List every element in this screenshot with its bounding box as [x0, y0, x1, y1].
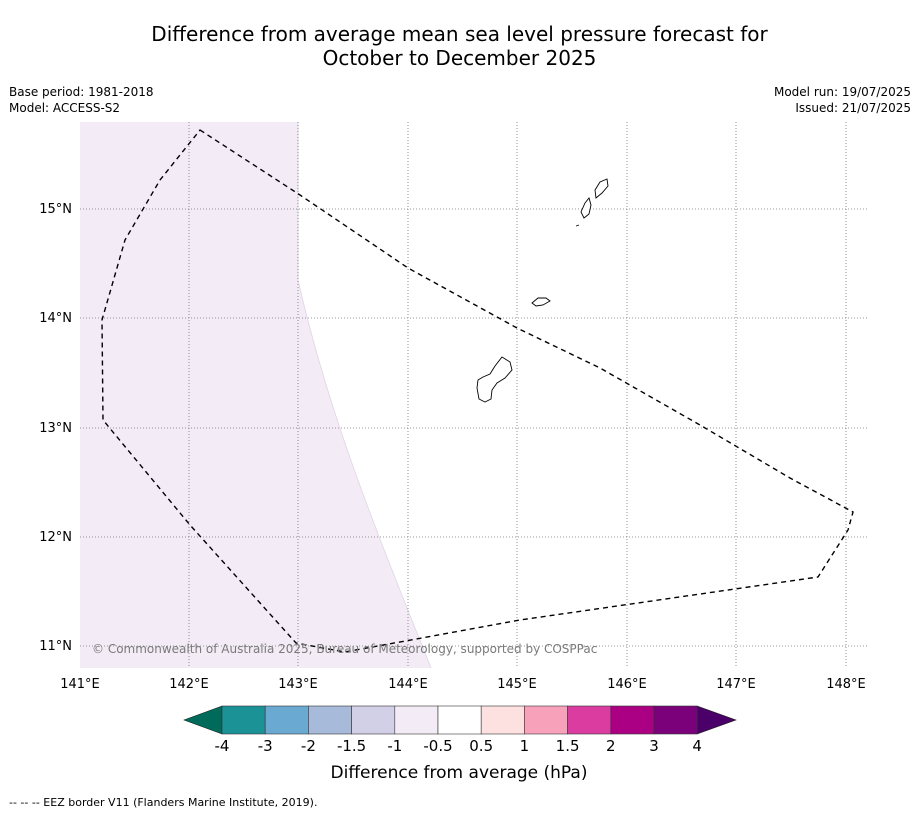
colorbar-under-triangle	[183, 705, 223, 735]
colorbar-label: Difference from average (hPa)	[331, 763, 588, 783]
colorbar-tick-label: 2	[606, 737, 616, 755]
colorbar-segment	[437, 705, 482, 735]
map-panel: © Commonwealth of Australia 2025, Bureau…	[80, 122, 868, 669]
colorbar-tick-label: -1	[387, 737, 402, 755]
island-guam	[476, 356, 513, 403]
island-aguijan	[575, 224, 580, 227]
colorbar-segment	[308, 705, 352, 735]
island-saipan	[594, 178, 609, 199]
shaded-region	[80, 122, 431, 668]
lat-label: 14°N	[39, 311, 72, 326]
colorbar-tick-label: 0.5	[469, 737, 493, 755]
eez-footnote: -- -- -- EEZ border V11 (Flanders Marine…	[9, 796, 318, 809]
eez-border	[101, 129, 854, 653]
colorbar-tick-labels: -4 -3 -2 -1.5 -1 -0.5 0.5 1 1.5 2 3 4	[215, 737, 702, 755]
colorbar-tick-label: 1	[520, 737, 530, 755]
meta-right: Model run: 19/07/2025 Issued: 21/07/2025	[774, 84, 911, 116]
gridlines	[80, 122, 868, 668]
lat-label: 12°N	[39, 530, 72, 545]
colorbar-tick-label: 4	[692, 737, 702, 755]
colorbar-tick-label: -2	[301, 737, 316, 755]
lon-label: 145°E	[497, 677, 537, 692]
base-period: Base period: 1981-2018	[9, 85, 154, 99]
title-line-2: October to December 2025	[322, 46, 597, 70]
lon-label: 141°E	[60, 677, 100, 692]
colorbar: -4 -3 -2 -1.5 -1 -0.5 0.5 1 1.5 2 3 4 Difference fr…	[183, 705, 737, 783]
colorbar-over-triangle	[696, 705, 737, 735]
colorbar-tick-label: 1.5	[556, 737, 580, 755]
colorbar-tick-label: -4	[215, 737, 230, 755]
issued-date: Issued: 21/07/2025	[795, 101, 911, 115]
colorbar-tick-label: -0.5	[423, 737, 452, 755]
model-run: Model run: 19/07/2025	[773, 85, 911, 99]
island-rota	[531, 297, 551, 307]
lon-label: 148°E	[826, 677, 866, 692]
map-title: Difference from average mean sea level p…	[0, 22, 919, 70]
colorbar-segment	[221, 705, 266, 735]
lat-label: 15°N	[39, 202, 72, 217]
colorbar-segment	[351, 705, 396, 735]
colorbar-tick-label: 3	[649, 737, 659, 755]
colorbar-segment	[394, 705, 439, 735]
meta-left: Base period: 1981-2018 Model: ACCESS-S2	[9, 84, 154, 116]
islands	[476, 178, 609, 403]
island-tinian	[580, 197, 592, 219]
shading-edge	[297, 122, 432, 669]
model-name: Model: ACCESS-S2	[9, 101, 121, 115]
title-line-1: Difference from average mean sea level p…	[151, 22, 768, 46]
colorbar-segment	[480, 705, 525, 735]
lon-label: 144°E	[388, 677, 428, 692]
colorbar-segment	[264, 705, 309, 735]
colorbar-segment	[567, 705, 612, 735]
colorbar-segments	[183, 705, 737, 735]
colorbar-tick-label: -1.5	[337, 737, 366, 755]
colorbar-segment	[610, 705, 655, 735]
lon-label: 142°E	[169, 677, 209, 692]
longitude-labels: 141°E 142°E 143°E 144°E 145°E 146°E 147°…	[60, 677, 866, 692]
latitude-labels: 15°N 14°N 13°N 12°N 11°N	[39, 202, 72, 654]
colorbar-segment	[524, 705, 568, 735]
copyright-text: © Commonwealth of Australia 2025, Bureau…	[92, 642, 597, 656]
lat-label: 13°N	[39, 421, 72, 436]
lon-label: 146°E	[607, 677, 647, 692]
lon-label: 143°E	[278, 677, 318, 692]
lon-label: 147°E	[716, 677, 756, 692]
colorbar-segment	[653, 705, 698, 735]
lat-label: 11°N	[39, 639, 72, 654]
colorbar-tick-label: -3	[258, 737, 273, 755]
